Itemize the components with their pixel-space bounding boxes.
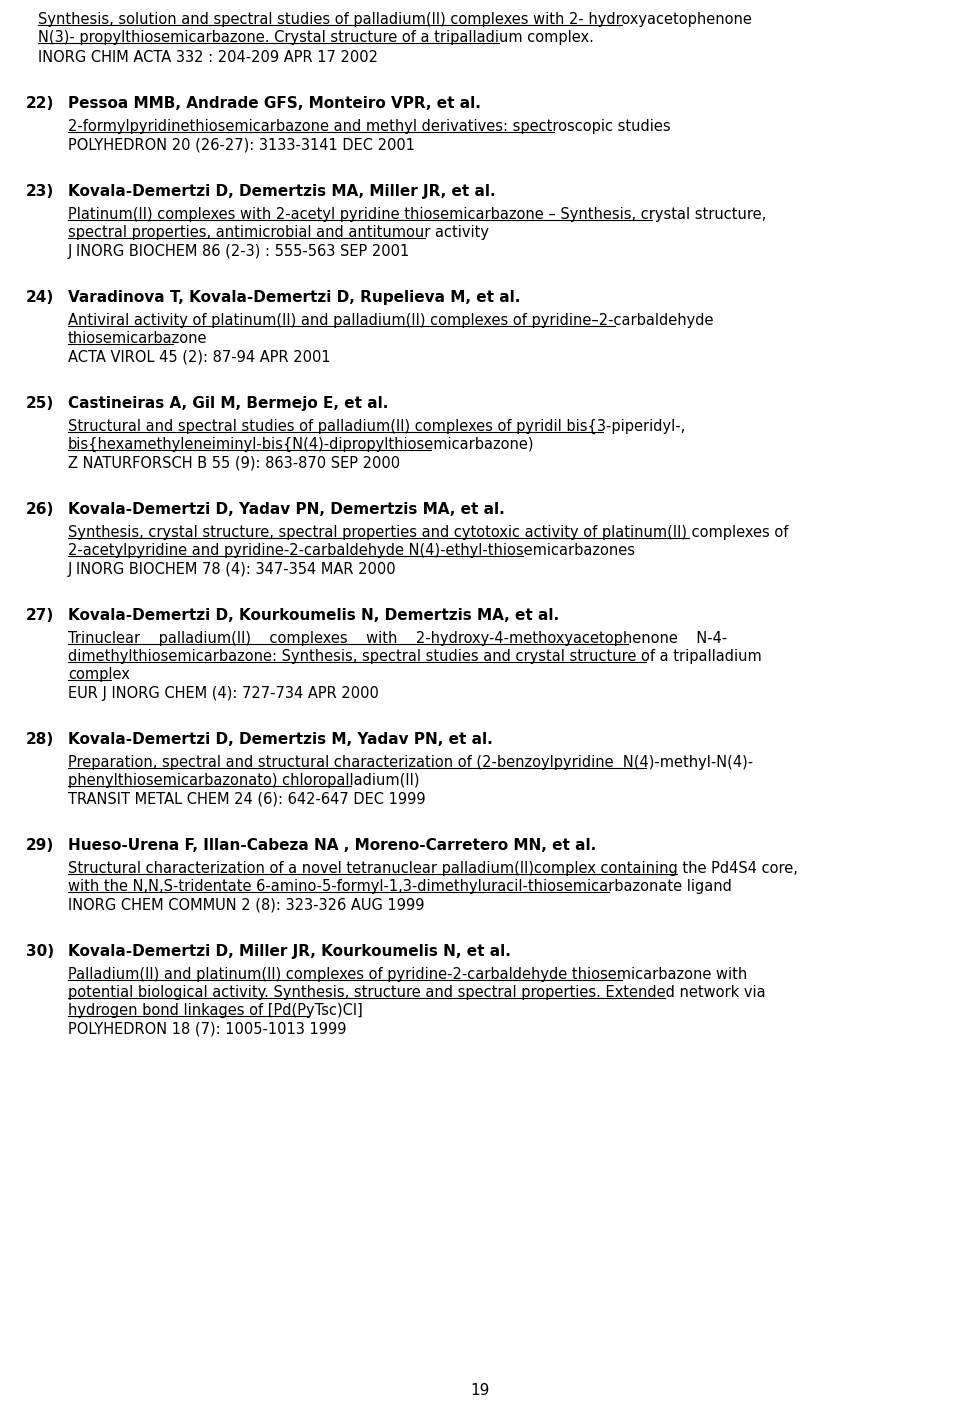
Text: potential biological activity. Synthesis, structure and spectral properties. Ext: potential biological activity. Synthesis…	[68, 985, 766, 1000]
Text: ACTA VIROL 45 (2): 87-94 APR 2001: ACTA VIROL 45 (2): 87-94 APR 2001	[68, 349, 330, 365]
Text: Pessoa MMB, Andrade GFS, Monteiro VPR, et al.: Pessoa MMB, Andrade GFS, Monteiro VPR, e…	[68, 97, 481, 111]
Text: with the N,N,S-tridentate 6-amino-5-formyl-1,3-dimethyluracil-thiosemicarbazonat: with the N,N,S-tridentate 6-amino-5-form…	[68, 879, 732, 895]
Text: 30): 30)	[26, 944, 54, 959]
Text: Kovala-Demertzi D, Demertzis M, Yadav PN, et al.: Kovala-Demertzi D, Demertzis M, Yadav PN…	[68, 731, 492, 747]
Text: 24): 24)	[26, 290, 55, 305]
Text: 29): 29)	[26, 838, 55, 853]
Text: phenylthiosemicarbazonato) chloropalladium(II): phenylthiosemicarbazonato) chloropalladi…	[68, 772, 420, 788]
Text: Platinum(II) complexes with 2-acetyl pyridine thiosemicarbazone – Synthesis, cry: Platinum(II) complexes with 2-acetyl pyr…	[68, 207, 766, 222]
Text: Castineiras A, Gil M, Bermejo E, et al.: Castineiras A, Gil M, Bermejo E, et al.	[68, 396, 389, 410]
Text: 2-formylpyridinethiosemicarbazone and methyl derivatives: spectroscopic studies: 2-formylpyridinethiosemicarbazone and me…	[68, 119, 671, 133]
Text: Z NATURFORSCH B 55 (9): 863-870 SEP 2000: Z NATURFORSCH B 55 (9): 863-870 SEP 2000	[68, 456, 400, 471]
Text: complex: complex	[68, 667, 130, 682]
Text: Kovala-Demertzi D, Kourkoumelis N, Demertzis MA, et al.: Kovala-Demertzi D, Kourkoumelis N, Demer…	[68, 608, 559, 623]
Text: Synthesis, crystal structure, spectral properties and cytotoxic activity of plat: Synthesis, crystal structure, spectral p…	[68, 525, 788, 540]
Text: 22): 22)	[26, 97, 55, 111]
Text: Structural characterization of a novel tetranuclear palladium(II)complex contain: Structural characterization of a novel t…	[68, 861, 798, 876]
Text: Antiviral activity of platinum(II) and palladium(II) complexes of pyridine–2-car: Antiviral activity of platinum(II) and p…	[68, 312, 713, 328]
Text: POLYHEDRON 18 (7): 1005-1013 1999: POLYHEDRON 18 (7): 1005-1013 1999	[68, 1022, 347, 1037]
Text: Kovala-Demertzi D, Yadav PN, Demertzis MA, et al.: Kovala-Demertzi D, Yadav PN, Demertzis M…	[68, 503, 505, 517]
Text: N(3)- propylthiosemicarbazone. Crystal structure of a tripalladium complex.: N(3)- propylthiosemicarbazone. Crystal s…	[38, 30, 594, 45]
Text: INORG CHEM COMMUN 2 (8): 323-326 AUG 1999: INORG CHEM COMMUN 2 (8): 323-326 AUG 199…	[68, 897, 424, 913]
Text: hydrogen bond linkages of [Pd(PyTsc)Cl]: hydrogen bond linkages of [Pd(PyTsc)Cl]	[68, 1003, 363, 1018]
Text: Palladium(II) and platinum(II) complexes of pyridine-2-carbaldehyde thiosemicarb: Palladium(II) and platinum(II) complexes…	[68, 967, 747, 983]
Text: spectral properties, antimicrobial and antitumour activity: spectral properties, antimicrobial and a…	[68, 224, 489, 240]
Text: J INORG BIOCHEM 78 (4): 347-354 MAR 2000: J INORG BIOCHEM 78 (4): 347-354 MAR 2000	[68, 562, 396, 577]
Text: Trinuclear    palladium(II)    complexes    with    2-hydroxy-4-methoxyacetophen: Trinuclear palladium(II) complexes with …	[68, 630, 728, 646]
Text: bis{hexamethyleneiminyl-bis{N(4)-dipropylthiosemicarbazone): bis{hexamethyleneiminyl-bis{N(4)-dipropy…	[68, 437, 535, 452]
Text: POLYHEDRON 20 (26-27): 3133-3141 DEC 2001: POLYHEDRON 20 (26-27): 3133-3141 DEC 200…	[68, 138, 415, 153]
Text: 26): 26)	[26, 503, 55, 517]
Text: 19: 19	[470, 1383, 490, 1399]
Text: 28): 28)	[26, 731, 55, 747]
Text: Synthesis, solution and spectral studies of palladium(II) complexes with 2- hydr: Synthesis, solution and spectral studies…	[38, 11, 752, 27]
Text: Hueso-Urena F, Illan-Cabeza NA , Moreno-Carretero MN, et al.: Hueso-Urena F, Illan-Cabeza NA , Moreno-…	[68, 838, 596, 853]
Text: thiosemicarbazone: thiosemicarbazone	[68, 331, 207, 346]
Text: J INORG BIOCHEM 86 (2-3) : 555-563 SEP 2001: J INORG BIOCHEM 86 (2-3) : 555-563 SEP 2…	[68, 244, 410, 258]
Text: Preparation, spectral and structural characterization of (2-benzoylpyridine  N(4: Preparation, spectral and structural cha…	[68, 755, 754, 770]
Text: Varadinova T, Kovala-Demertzi D, Rupelieva M, et al.: Varadinova T, Kovala-Demertzi D, Rupelie…	[68, 290, 520, 305]
Text: dimethylthiosemicarbazone: Synthesis, spectral studies and crystal structure of : dimethylthiosemicarbazone: Synthesis, sp…	[68, 649, 761, 665]
Text: Kovala-Demertzi D, Demertzis MA, Miller JR, et al.: Kovala-Demertzi D, Demertzis MA, Miller …	[68, 185, 495, 199]
Text: TRANSIT METAL CHEM 24 (6): 642-647 DEC 1999: TRANSIT METAL CHEM 24 (6): 642-647 DEC 1…	[68, 792, 425, 807]
Text: Kovala-Demertzi D, Miller JR, Kourkoumelis N, et al.: Kovala-Demertzi D, Miller JR, Kourkoumel…	[68, 944, 511, 959]
Text: 23): 23)	[26, 185, 55, 199]
Text: EUR J INORG CHEM (4): 727-734 APR 2000: EUR J INORG CHEM (4): 727-734 APR 2000	[68, 686, 379, 701]
Text: 2-acetylpyridine and pyridine-2-carbaldehyde N(4)-ethyl-thiosemicarbazones: 2-acetylpyridine and pyridine-2-carbalde…	[68, 542, 635, 558]
Text: 27): 27)	[26, 608, 55, 623]
Text: 25): 25)	[26, 396, 55, 410]
Text: Structural and spectral studies of palladium(II) complexes of pyridil bis{3-pipe: Structural and spectral studies of palla…	[68, 419, 685, 435]
Text: INORG CHIM ACTA 332 : 204-209 APR 17 2002: INORG CHIM ACTA 332 : 204-209 APR 17 200…	[38, 50, 378, 65]
